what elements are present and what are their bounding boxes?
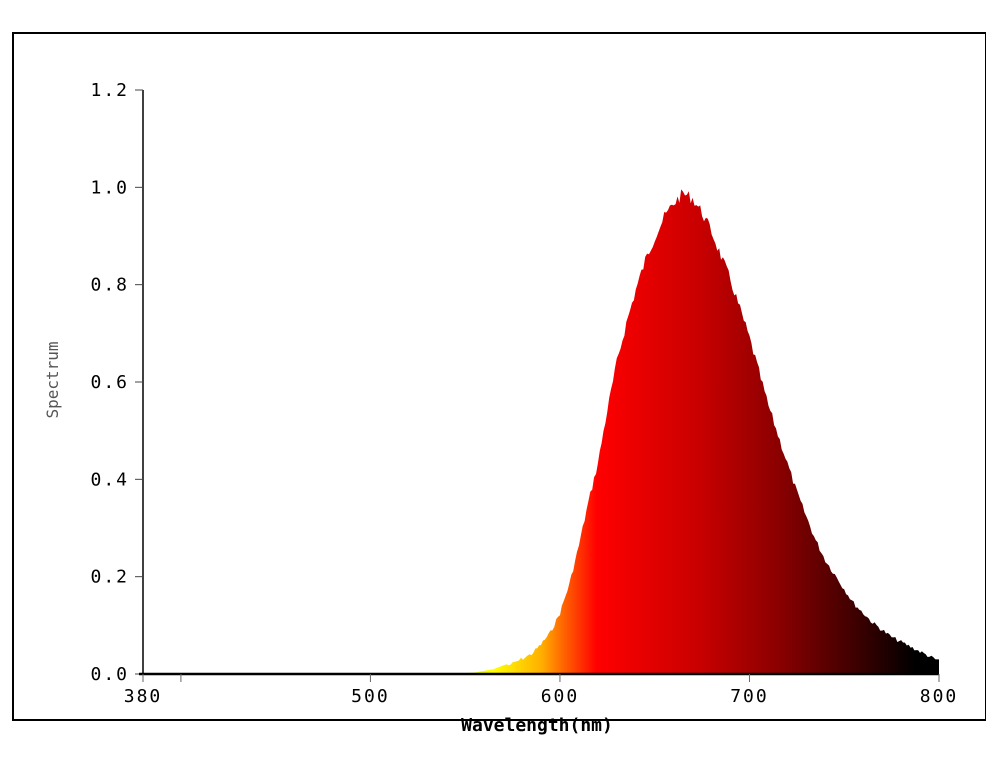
y-tick-label: 1.2 xyxy=(90,80,129,101)
y-tick-label: 0.4 xyxy=(90,469,129,490)
axes: 0.0 0.2 0.4 0.6 0.8 1.0 1.2 380 500 600 700 800 xyxy=(90,80,959,707)
x-tick-label: 600 xyxy=(541,686,580,707)
x-tick-label: 700 xyxy=(730,686,769,707)
x-axis-title: Wavelength(nm) xyxy=(461,715,613,736)
y-tick-label: 0.0 xyxy=(90,664,129,685)
x-tick-label: 500 xyxy=(351,686,390,707)
spectrum-area xyxy=(143,189,939,674)
y-axis-title: Spectrum xyxy=(43,341,62,418)
y-tick-label: 1.0 xyxy=(90,177,129,198)
y-tick-label: 0.2 xyxy=(90,567,129,588)
x-tick-label: 380 xyxy=(124,686,163,707)
y-tick-label: 0.8 xyxy=(90,275,129,296)
y-tick-label: 0.6 xyxy=(90,372,129,393)
x-tick-label: 800 xyxy=(920,686,959,707)
